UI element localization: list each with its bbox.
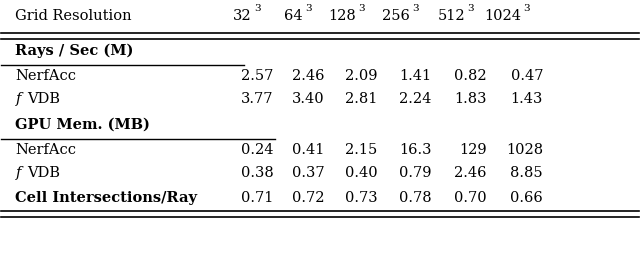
Text: VDB: VDB	[28, 166, 61, 180]
Text: 129: 129	[460, 143, 487, 157]
Text: 1028: 1028	[506, 143, 543, 157]
Text: 8.85: 8.85	[511, 166, 543, 180]
Text: 0.71: 0.71	[241, 191, 273, 205]
Text: 1.83: 1.83	[454, 92, 487, 107]
Text: 0.72: 0.72	[292, 191, 324, 205]
Text: 2.46: 2.46	[292, 69, 324, 83]
Text: 1.41: 1.41	[399, 69, 431, 83]
Text: 2.15: 2.15	[345, 143, 378, 157]
Text: 128: 128	[328, 9, 356, 23]
Text: Cell Intersections/Ray: Cell Intersections/Ray	[15, 191, 197, 205]
Text: f: f	[15, 92, 20, 107]
Text: 16.3: 16.3	[399, 143, 431, 157]
Text: Grid Resolution: Grid Resolution	[15, 9, 132, 23]
Text: 2.24: 2.24	[399, 92, 431, 107]
Text: 3: 3	[467, 4, 474, 13]
Text: 3.77: 3.77	[241, 92, 273, 107]
Text: GPU Mem. (MB): GPU Mem. (MB)	[15, 117, 150, 131]
Text: 32: 32	[233, 9, 252, 23]
Text: 0.40: 0.40	[345, 166, 378, 180]
Text: 0.79: 0.79	[399, 166, 431, 180]
Text: 0.70: 0.70	[454, 191, 487, 205]
Text: 0.41: 0.41	[292, 143, 324, 157]
Text: VDB: VDB	[28, 92, 61, 107]
Text: Rays / Sec (M): Rays / Sec (M)	[15, 44, 134, 58]
Text: 0.73: 0.73	[345, 191, 378, 205]
Text: 0.66: 0.66	[510, 191, 543, 205]
Text: 0.38: 0.38	[241, 166, 273, 180]
Text: 3: 3	[358, 4, 364, 13]
Text: 1024: 1024	[484, 9, 522, 23]
Text: NerfAcc: NerfAcc	[15, 143, 76, 157]
Text: 512: 512	[438, 9, 465, 23]
Text: 1.43: 1.43	[511, 92, 543, 107]
Text: 256: 256	[382, 9, 410, 23]
Text: 0.82: 0.82	[454, 69, 487, 83]
Text: 3: 3	[305, 4, 312, 13]
Text: 2.09: 2.09	[345, 69, 378, 83]
Text: 3.40: 3.40	[292, 92, 324, 107]
Text: 64: 64	[284, 9, 303, 23]
Text: 3: 3	[524, 4, 530, 13]
Text: 3: 3	[412, 4, 419, 13]
Text: 0.37: 0.37	[292, 166, 324, 180]
Text: 2.57: 2.57	[241, 69, 273, 83]
Text: 2.46: 2.46	[454, 166, 487, 180]
Text: 0.78: 0.78	[399, 191, 431, 205]
Text: 0.47: 0.47	[511, 69, 543, 83]
Text: NerfAcc: NerfAcc	[15, 69, 76, 83]
Text: f: f	[15, 166, 20, 180]
Text: 0.24: 0.24	[241, 143, 273, 157]
Text: 2.81: 2.81	[345, 92, 378, 107]
Text: 3: 3	[254, 4, 260, 13]
